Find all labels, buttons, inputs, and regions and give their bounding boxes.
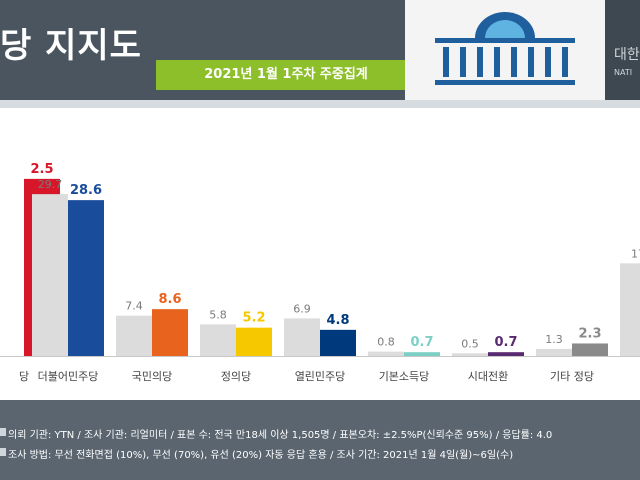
value-label-previous: 17 <box>631 247 640 260</box>
value-label-current: 0.7 <box>410 335 433 350</box>
value-label-previous: 29.7 <box>38 178 63 191</box>
footer-bullet <box>0 448 6 456</box>
tick-label: 기본소득당 <box>379 370 430 383</box>
bar-current <box>404 352 440 356</box>
value-label-current: 4.8 <box>326 313 349 328</box>
value-label-previous: 0.8 <box>377 336 395 349</box>
value-label-current: 8.6 <box>158 292 181 307</box>
footer-bullet <box>0 428 6 436</box>
value-label-previous: 7.4 <box>125 300 143 313</box>
value-label-current: 28.6 <box>70 183 102 198</box>
value-label-previous: 6.9 <box>293 302 311 315</box>
party-support-chart: 2.5 당 29.7 28.6 더불어민주당 7.4 8.6 국민의당 5.8 5.2 정의당 6.9… <box>0 162 640 383</box>
bar-current <box>68 200 104 356</box>
bar-current <box>572 343 608 356</box>
value-label-previous: 5.8 <box>209 308 227 321</box>
bar-previous <box>200 324 236 356</box>
brand-subtext: NATI <box>614 68 633 77</box>
bar-current <box>488 352 524 356</box>
value-label-current: 0.7 <box>494 335 517 350</box>
bar-previous <box>620 263 640 356</box>
tick-label: 더불어민주당 <box>38 370 99 383</box>
value-label-previous: 1.3 <box>545 333 563 346</box>
value-label-current: 2.3 <box>578 326 601 341</box>
bar-previous <box>116 315 152 356</box>
survey-period-badge: 2021년 1월 1주차 주중집계 <box>156 60 416 90</box>
tick-label: 국민의당 <box>132 370 172 383</box>
bar-current <box>320 329 356 356</box>
assembly-logo <box>405 0 605 100</box>
survey-footer: 의뢰 기관: YTN / 조사 기관: 리얼미터 / 표본 수: 전국 만18세… <box>0 400 640 480</box>
tick-label: 열린민주당 <box>295 370 346 383</box>
divider-stripe <box>0 100 640 108</box>
national-assembly-icon <box>435 12 575 85</box>
bar-current <box>236 327 272 356</box>
bar-previous <box>536 348 572 356</box>
brand-text: 대한 <box>614 47 640 63</box>
tick-label: 당 <box>19 370 29 383</box>
bar-previous <box>32 194 68 356</box>
bar-previous <box>452 353 488 356</box>
bar-current <box>152 309 188 356</box>
bar-previous <box>368 351 404 356</box>
value-label-current: 5.2 <box>242 311 265 326</box>
brand-panel <box>605 0 640 100</box>
bar-previous <box>284 318 320 356</box>
value-label-current: 2.5 <box>30 162 53 177</box>
value-label-previous: 0.5 <box>461 337 479 350</box>
tick-label: 시대전환 <box>468 370 508 383</box>
page-title: 당 지지도 <box>0 26 142 66</box>
footer-line-1: 의뢰 기관: YTN / 조사 기관: 리얼미터 / 표본 수: 전국 만18세… <box>8 430 553 441</box>
tick-label: 기타 정당 <box>550 370 594 383</box>
tick-label: 정의당 <box>221 370 251 383</box>
footer-line-2: 조사 방법: 무선 전화면접 (10%), 무선 (70%), 유선 (20%)… <box>8 450 514 461</box>
